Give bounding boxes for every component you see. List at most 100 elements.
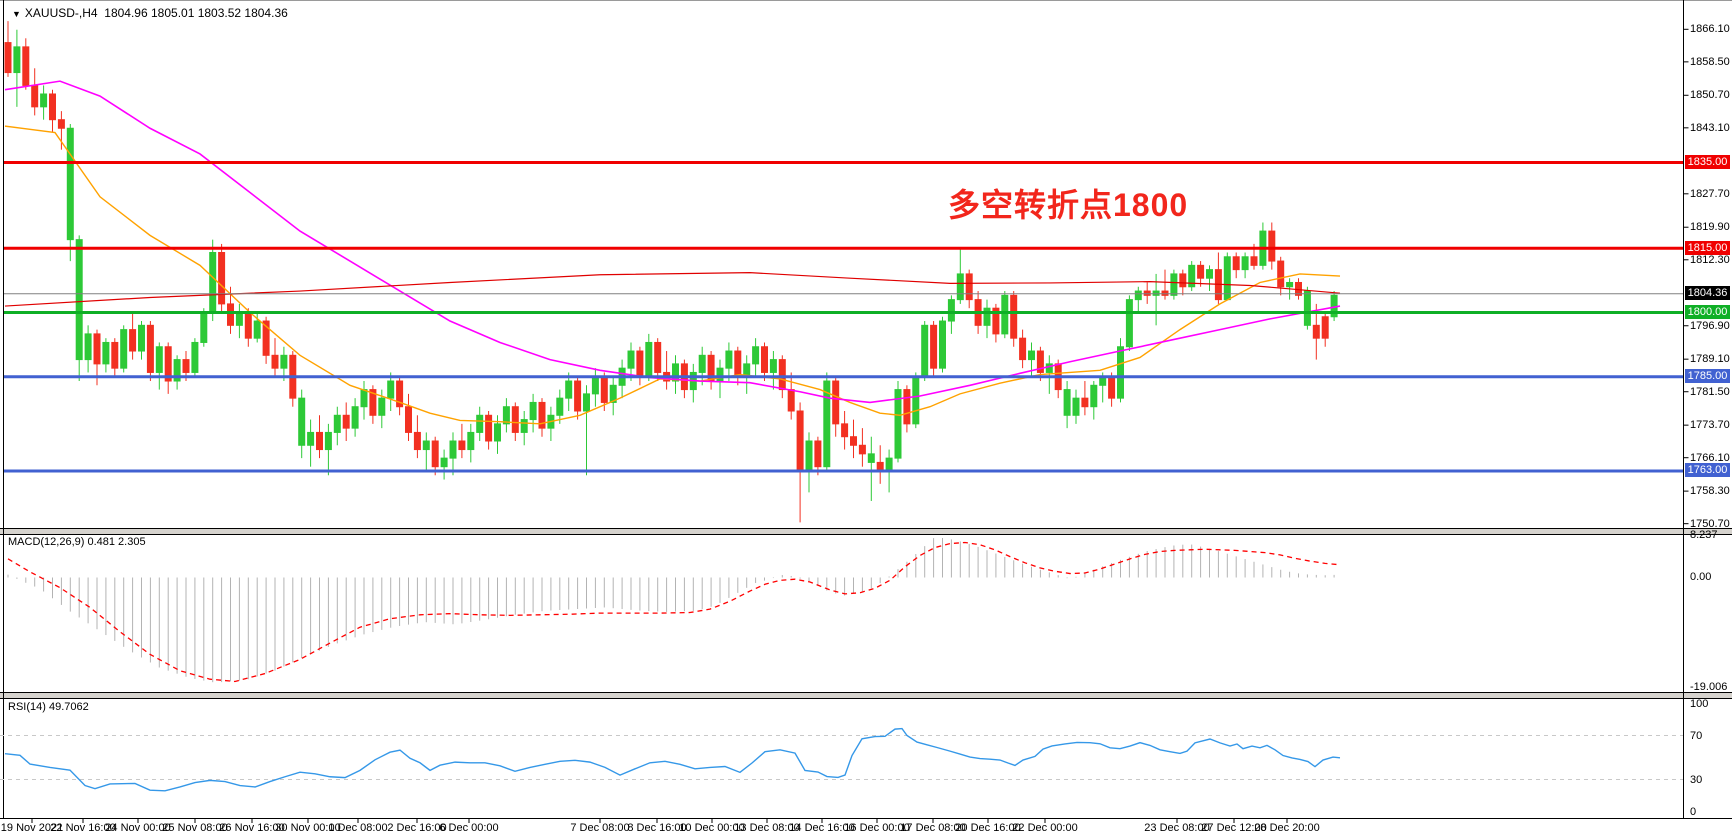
candle-body (1090, 384, 1098, 408)
macd-axis-label: 0.00 (1690, 571, 1712, 583)
candle-body (413, 431, 421, 451)
candle-body (823, 380, 831, 468)
candle-body (1001, 294, 1009, 335)
time-axis-label: 13 Dec 08:00 (734, 822, 800, 834)
candle-body (138, 324, 145, 352)
candle-body (591, 376, 599, 395)
time-axis-label: 26 Nov 16:00 (219, 822, 285, 834)
candle-body (947, 299, 955, 322)
candle-body (983, 307, 991, 326)
candle-body (218, 251, 226, 305)
candle-body (1072, 397, 1080, 416)
rsi-line (4, 727, 1341, 792)
candle-body (173, 359, 181, 382)
candle-body (1143, 290, 1151, 296)
time-axis-label: 2 Dec 16:00 (387, 822, 447, 834)
candle-body (867, 453, 875, 463)
candle-body (467, 431, 475, 451)
chart-text-annotation: 多空转折点1800 (948, 187, 1189, 223)
time-axis-label: 27 Dec 12:00 (1201, 822, 1267, 834)
price-tick-label: 1773.70 (1690, 419, 1730, 432)
candle-body (1161, 290, 1169, 296)
price-tick-label: 1843.10 (1690, 121, 1730, 134)
candle-body (66, 127, 74, 241)
rsi-axis-label: 0 (1690, 806, 1697, 818)
candle-body (832, 380, 840, 425)
candle-body (494, 423, 501, 442)
candle-body (520, 419, 528, 433)
candle-body (316, 431, 323, 451)
candle-body (965, 273, 973, 301)
candle-body (1081, 397, 1089, 408)
rsi-axis-label: 30 (1690, 774, 1703, 786)
candle-body (307, 431, 315, 446)
candle-body (841, 423, 849, 438)
candle-body (600, 376, 608, 403)
candle-body (556, 397, 564, 416)
ma-slow-line (4, 80, 1341, 404)
candle-body (49, 93, 56, 121)
candle-body (271, 354, 279, 369)
time-axis-label: 28 Dec 20:00 (1254, 822, 1320, 834)
candle-body (31, 84, 39, 108)
time-axis-label: 19 Nov 2021 (0, 822, 64, 834)
candle-body (13, 46, 21, 74)
candle-body (209, 251, 217, 313)
panel-separator (0, 693, 1732, 698)
price-tick-label: 1781.50 (1690, 385, 1730, 398)
candle-body (235, 311, 243, 326)
candle-body (324, 431, 332, 451)
candle-body (1045, 363, 1053, 373)
candle-body (1152, 290, 1160, 296)
candle-body (574, 380, 582, 412)
candle-body (1028, 350, 1035, 361)
candle-body (1108, 376, 1116, 399)
candle-body (992, 307, 1000, 335)
candle-body (1010, 294, 1018, 339)
candle-body (191, 341, 199, 373)
price-tick-label: 1866.10 (1690, 23, 1730, 36)
ma-fast-line (4, 125, 1341, 425)
time-axis-label: 24 Nov 00:00 (105, 822, 171, 834)
macd-axis-label: -19.006 (1690, 681, 1728, 693)
candle-body (387, 380, 395, 399)
candle-body (262, 320, 270, 356)
candle-body (1188, 264, 1196, 288)
time-axis-label: 22 Nov 16:00 (50, 822, 116, 834)
candle-body (716, 367, 724, 382)
time-axis-label: 1 Dec 08:00 (328, 822, 388, 834)
candle-body (511, 406, 519, 433)
candle-body (40, 93, 48, 108)
macd-indicator-label: MACD(12,26,9) 0.481 2.305 (8, 536, 146, 548)
candle-body (4, 42, 12, 74)
time-axis-label: 17 Dec 08:00 (900, 822, 966, 834)
candle-body (405, 406, 412, 433)
candle-body (22, 46, 30, 86)
candle-body (102, 341, 110, 365)
candle-body (769, 359, 777, 373)
candle-body (244, 311, 252, 339)
time-axis-label: 22 Dec 00:00 (1012, 822, 1078, 834)
price-tick-label: 1796.90 (1690, 319, 1730, 332)
time-axis-label: 8 Dec 16:00 (627, 822, 687, 834)
candle-body (1268, 230, 1276, 262)
candle-body (583, 393, 590, 412)
panel-separator (0, 529, 1732, 534)
candle-body (485, 414, 493, 442)
price-badge: 1785.00 (1685, 369, 1730, 384)
candle-body (778, 359, 786, 391)
candle-body (351, 406, 359, 429)
rsi-indicator-label: RSI(14) 49.7062 (8, 701, 89, 713)
candle-body (431, 440, 439, 468)
candle-body (921, 324, 929, 378)
symbol-dropdown-icon[interactable]: ▼ (12, 9, 21, 19)
price-tick-label: 1766.10 (1690, 451, 1730, 464)
candle-body (1117, 346, 1124, 399)
price-badge: 1804.36 (1685, 286, 1730, 301)
price-tick-label: 1750.70 (1690, 517, 1730, 530)
candle-body (565, 380, 573, 399)
candle-body (903, 389, 911, 425)
candle-body (939, 320, 946, 369)
